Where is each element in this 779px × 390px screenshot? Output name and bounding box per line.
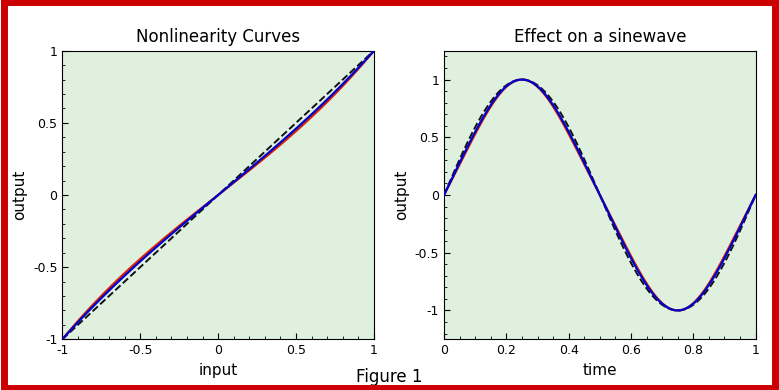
X-axis label: input: input xyxy=(199,363,238,378)
Title: Nonlinearity Curves: Nonlinearity Curves xyxy=(136,28,300,46)
Title: Effect on a sinewave: Effect on a sinewave xyxy=(513,28,686,46)
Y-axis label: output: output xyxy=(12,170,27,220)
Text: Figure 1: Figure 1 xyxy=(356,368,423,386)
X-axis label: time: time xyxy=(583,363,617,378)
Y-axis label: output: output xyxy=(394,170,409,220)
